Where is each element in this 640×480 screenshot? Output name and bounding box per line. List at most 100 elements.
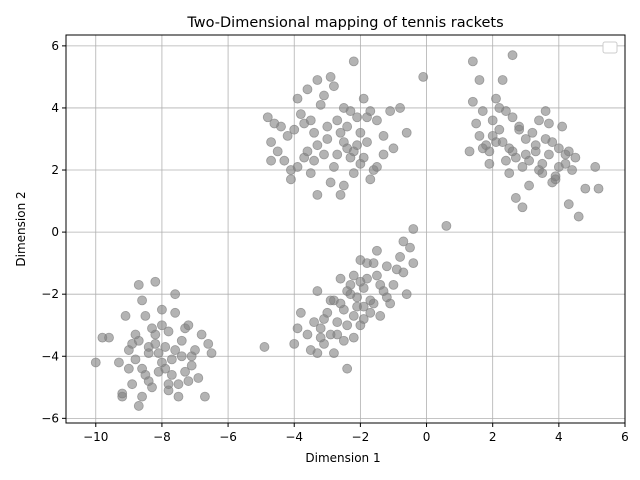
data-point: [157, 320, 167, 331]
data-point: [378, 130, 389, 141]
data-point: [332, 149, 343, 160]
data-point: [372, 270, 382, 281]
data-point: [319, 90, 329, 101]
data-point: [319, 149, 329, 160]
data-point: [312, 189, 323, 200]
data-point: [335, 189, 346, 200]
data-point: [467, 56, 478, 67]
data-point: [266, 155, 276, 166]
data-point: [381, 292, 392, 303]
y-axis-label: Dimension 2: [14, 191, 28, 266]
x-tick-label: −4: [285, 430, 303, 444]
data-point: [362, 258, 372, 269]
data-point: [335, 273, 346, 284]
y-tick-label: 2: [51, 163, 59, 177]
data-point: [315, 332, 326, 343]
data-point: [388, 279, 399, 290]
x-tick-label: 2: [489, 430, 497, 444]
data-point: [325, 72, 336, 82]
data-point: [325, 295, 336, 306]
data-point: [176, 335, 187, 346]
data-point: [295, 109, 306, 120]
data-point: [418, 72, 429, 82]
data-point: [368, 298, 379, 309]
data-point: [309, 127, 319, 138]
data-point: [90, 357, 101, 368]
data-point: [180, 366, 190, 377]
data-point: [170, 307, 181, 318]
data-point: [276, 121, 286, 132]
data-point: [358, 93, 369, 104]
data-point: [309, 155, 319, 166]
data-point: [487, 130, 498, 141]
data-point: [170, 345, 181, 355]
data-point: [358, 314, 369, 324]
data-point: [279, 155, 290, 166]
data-point: [375, 311, 386, 321]
data-point: [203, 338, 214, 349]
data-point: [342, 320, 353, 331]
data-point: [133, 335, 144, 346]
data-point: [520, 134, 531, 144]
data-point: [133, 401, 144, 411]
data-point: [474, 75, 485, 85]
data-point: [266, 137, 276, 147]
data-point: [372, 162, 382, 172]
data-point: [183, 376, 194, 386]
x-tick-label: −2: [352, 430, 370, 444]
data-point: [153, 348, 164, 359]
data-point: [325, 177, 336, 188]
data-point: [507, 50, 518, 61]
data-point: [166, 354, 177, 365]
data-point: [507, 146, 518, 157]
data-point: [295, 307, 306, 318]
x-tick-label: 0: [423, 430, 431, 444]
data-point: [501, 155, 511, 166]
data-point: [342, 363, 353, 374]
data-point: [289, 338, 300, 349]
data-point: [517, 162, 528, 172]
x-tick-label: 4: [555, 430, 563, 444]
data-point: [398, 267, 409, 278]
data-point: [329, 81, 339, 92]
x-axis-label: Dimension 1: [305, 451, 380, 465]
data-point: [491, 93, 501, 104]
data-point: [385, 106, 396, 116]
data-point: [510, 193, 521, 203]
data-point: [365, 106, 376, 116]
data-point: [292, 162, 303, 172]
data-point: [140, 311, 151, 321]
plot-frame: [65, 34, 626, 424]
data-point: [573, 211, 584, 222]
data-point: [163, 379, 174, 390]
data-point: [312, 140, 323, 151]
x-tick-label: 6: [621, 430, 629, 444]
data-point: [329, 162, 339, 172]
data-point: [150, 276, 161, 287]
data-point: [381, 261, 392, 272]
data-point: [352, 112, 362, 123]
data-point: [395, 103, 405, 113]
data-point: [342, 286, 353, 296]
data-point: [315, 323, 326, 334]
data-point: [540, 134, 551, 144]
data-point: [553, 162, 564, 172]
data-point: [163, 326, 174, 337]
data-point: [352, 301, 362, 312]
data-point: [173, 379, 184, 390]
data-point: [338, 180, 349, 191]
data-point: [190, 345, 200, 355]
data-point: [514, 121, 525, 132]
y-tick-label: 6: [51, 39, 59, 53]
data-point: [133, 279, 144, 290]
data-point: [348, 168, 359, 179]
y-tick-label: −4: [41, 349, 59, 363]
chart-title: Two-Dimensional mapping of tennis racket…: [186, 15, 503, 31]
data-point: [302, 146, 313, 157]
data-point: [186, 360, 197, 371]
data-point: [530, 140, 541, 151]
data-point: [557, 121, 568, 132]
data-point: [580, 183, 591, 194]
data-point: [487, 115, 498, 126]
data-point: [322, 134, 333, 144]
